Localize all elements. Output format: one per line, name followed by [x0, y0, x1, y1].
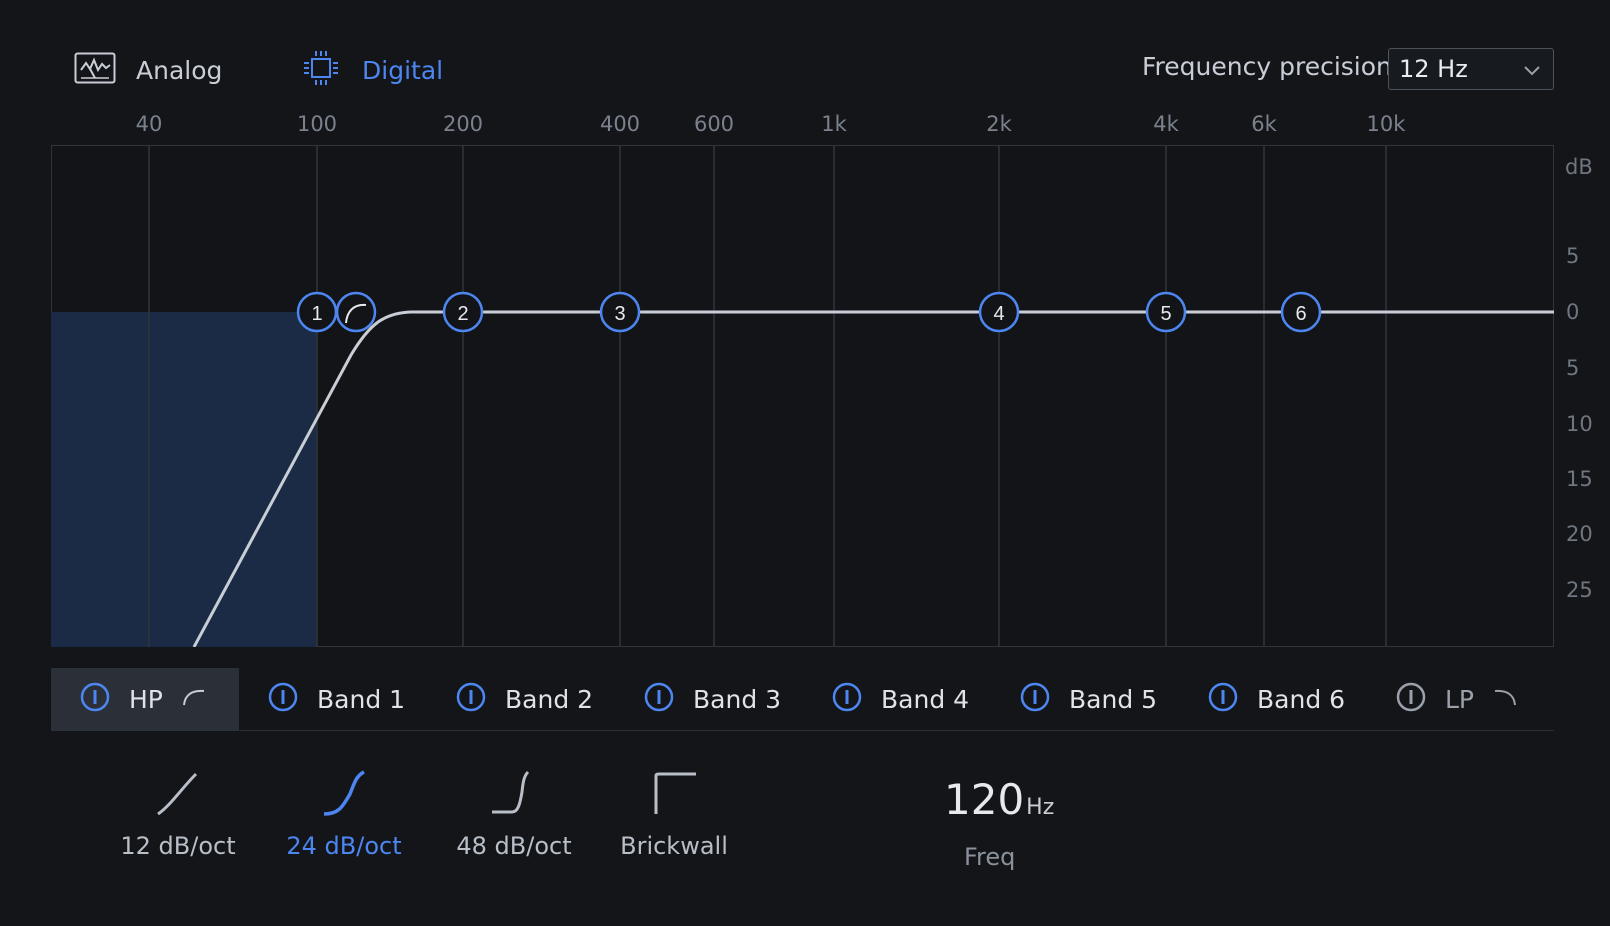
power-icon[interactable] — [1019, 681, 1051, 717]
db-tick-label: 15 — [1566, 467, 1593, 491]
freq-tick-label: 10k — [1366, 112, 1406, 136]
band-4-node[interactable]: 4 — [978, 291, 1020, 333]
node-label: 5 — [1160, 303, 1171, 325]
tab-label: Band 4 — [881, 684, 970, 714]
tab-hp[interactable]: HP — [51, 668, 239, 730]
digital-chip-icon — [300, 47, 342, 93]
frequency-unit: Hz — [1026, 795, 1055, 820]
frequency-precision-label: Frequency precision — [1142, 52, 1392, 81]
node-label: 3 — [614, 303, 625, 325]
tab-label: Band 1 — [317, 684, 406, 714]
tab-band-3[interactable]: Band 3 — [643, 668, 781, 730]
power-icon[interactable] — [831, 681, 863, 717]
power-icon[interactable] — [455, 681, 487, 717]
freq-tick-label: 1k — [821, 112, 847, 136]
tab-label: Band 5 — [1069, 684, 1158, 714]
db-tick-label: 10 — [1566, 412, 1593, 436]
slope-brickwall-button[interactable]: Brickwall — [594, 768, 754, 860]
highpass-curve-icon — [345, 303, 367, 324]
slope-48db-button[interactable]: 48 dB/oct — [434, 768, 594, 860]
frequency-value-readout[interactable]: 120Hz — [944, 775, 1054, 824]
node-label: 1 — [311, 303, 322, 325]
analog-mode-label: Analog — [136, 55, 223, 85]
highpass-fill-region — [51, 312, 317, 647]
analog-meter-icon — [74, 52, 116, 88]
eq-response-curve — [192, 310, 1554, 647]
node-label: 2 — [457, 303, 468, 325]
slope-48db-icon — [434, 768, 594, 820]
slope-label: Brickwall — [620, 832, 728, 860]
freq-tick-label: 400 — [599, 112, 641, 136]
freq-tick-label: 6k — [1251, 112, 1277, 136]
db-tick-label: 5 — [1566, 244, 1580, 268]
slope-12db-button[interactable]: 12 dB/oct — [98, 768, 258, 860]
tab-band-6[interactable]: Band 6 — [1207, 668, 1345, 730]
band-1-node[interactable]: 1 — [296, 291, 338, 333]
frequency-precision-select[interactable]: 12 Hz — [1388, 48, 1554, 90]
grid-lines — [148, 145, 1387, 647]
freq-tick-label: 200 — [442, 112, 484, 136]
tab-band-5[interactable]: Band 5 — [1019, 668, 1157, 730]
db-tick-label: 20 — [1566, 522, 1593, 546]
band-3-node[interactable]: 3 — [599, 291, 641, 333]
highpass-node[interactable] — [335, 291, 377, 333]
slope-label: 24 dB/oct — [286, 832, 402, 860]
freq-tick-label: 600 — [693, 112, 735, 136]
db-tick-label: 5 — [1566, 356, 1580, 380]
tab-band-1[interactable]: Band 1 — [267, 668, 405, 730]
frequency-number: 120 — [944, 775, 1025, 824]
power-icon[interactable] — [79, 681, 111, 717]
slope-12db-icon — [98, 768, 258, 820]
analog-mode-button[interactable]: Analog — [74, 48, 222, 92]
band-6-node[interactable]: 6 — [1280, 291, 1322, 333]
band-5-node[interactable]: 5 — [1145, 291, 1187, 333]
chevron-down-icon — [1521, 59, 1543, 87]
frequency-label: Freq — [964, 843, 1016, 871]
tab-band-4[interactable]: Band 4 — [831, 668, 969, 730]
tab-label: Band 3 — [693, 684, 782, 714]
node-label: 6 — [1295, 303, 1306, 325]
band-tab-bar: HP Band 1 Band 2 Band 3 Band 4 Band 5 — [51, 668, 1554, 731]
slope-24db-icon — [264, 768, 424, 820]
highpass-curve-icon — [181, 686, 207, 712]
node-label: 4 — [993, 303, 1004, 325]
freq-tick-label: 2k — [986, 112, 1012, 136]
slope-label: 12 dB/oct — [120, 832, 236, 860]
freq-tick-label: 100 — [296, 112, 338, 136]
db-tick-label: 25 — [1566, 578, 1593, 602]
brickwall-icon — [594, 768, 754, 820]
power-icon[interactable] — [643, 681, 675, 717]
slope-label: 48 dB/oct — [456, 832, 572, 860]
tab-band-2[interactable]: Band 2 — [455, 668, 593, 730]
tab-label: Band 2 — [505, 684, 594, 714]
band-2-node[interactable]: 2 — [442, 291, 484, 333]
tab-label: Band 6 — [1257, 684, 1346, 714]
db-tick-label: 0 — [1566, 300, 1580, 324]
tab-label: HP — [129, 684, 163, 714]
slope-24db-button[interactable]: 24 dB/oct — [264, 768, 424, 860]
digital-mode-button[interactable]: Digital — [300, 48, 443, 92]
eq-graph[interactable]: 1 2 3 4 5 6 — [51, 145, 1554, 647]
frequency-precision-value: 12 Hz — [1399, 55, 1468, 83]
tab-lp[interactable]: LP — [1395, 668, 1518, 730]
power-icon[interactable] — [1207, 681, 1239, 717]
lowpass-curve-icon — [1492, 686, 1518, 712]
power-icon[interactable] — [267, 681, 299, 717]
power-icon[interactable] — [1395, 681, 1427, 717]
digital-mode-label: Digital — [362, 55, 444, 85]
tab-label: LP — [1445, 684, 1475, 714]
freq-tick-label: 40 — [135, 112, 163, 136]
freq-tick-label: 4k — [1153, 112, 1179, 136]
db-unit-label: dB — [1565, 155, 1593, 179]
